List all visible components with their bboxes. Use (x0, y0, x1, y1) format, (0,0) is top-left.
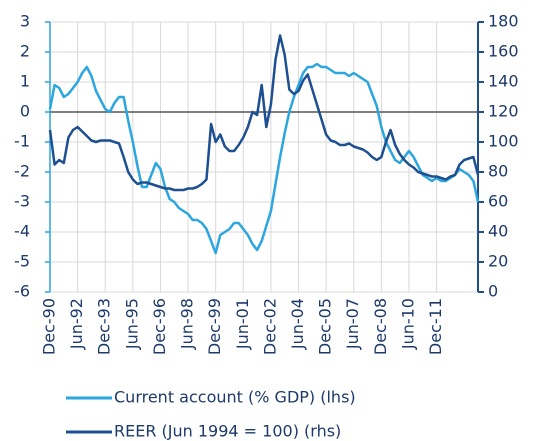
y-tick-label: 0 (20, 102, 30, 121)
y2-tick-label: 180 (488, 12, 519, 31)
y2-tick-label: 0 (488, 282, 498, 301)
y2-tick-label: 140 (488, 72, 519, 91)
x-tick-label: Jun-95 (122, 298, 141, 350)
x-tick-label: Dec-90 (40, 298, 59, 355)
y-tick-label: -5 (14, 252, 30, 271)
x-tick-label: Dec-96 (150, 298, 169, 355)
y-tick-label: 3 (20, 12, 30, 31)
x-tick-label: Jun-01 (233, 298, 252, 350)
x-tick-label: Dec-02 (260, 298, 279, 355)
y2-tick-label: 20 (488, 252, 508, 271)
y2-tick-label: 160 (488, 42, 519, 61)
y2-tick-label: 40 (488, 222, 508, 241)
y-tick-label: 1 (20, 72, 30, 91)
y2-tick-label: 60 (488, 192, 508, 211)
x-tick-label: Jun-92 (67, 298, 86, 350)
y-tick-label: -1 (14, 132, 30, 151)
y-tick-label: 2 (20, 42, 30, 61)
line-series (48, 34, 480, 192)
y2-tick-label: 120 (488, 102, 519, 121)
x-tick-label: Dec-05 (316, 298, 335, 355)
legend-label: REER (Jun 1994 = 100) (rhs) (114, 422, 341, 441)
x-tick-label: Dec-08 (371, 298, 390, 355)
y2-tick-label: 80 (488, 162, 508, 181)
x-tick-label: Jun-98 (178, 298, 197, 350)
x-tick-label: Dec-93 (95, 298, 114, 355)
x-tick-label: Jun-07 (343, 298, 362, 350)
y-tick-label: -3 (14, 192, 30, 211)
y-tick-label: -2 (14, 162, 30, 181)
legend-label: Current account (% GDP) (lhs) (114, 388, 356, 407)
y2-tick-label: 100 (488, 132, 519, 151)
line-series (48, 62, 480, 255)
x-tick-label: Jun-04 (288, 298, 307, 350)
x-tick-label: Dec-99 (205, 298, 224, 355)
x-tick-label: Dec-11 (426, 298, 445, 355)
y-tick-label: -4 (14, 222, 30, 241)
y-tick-label: -6 (14, 282, 30, 301)
x-tick-label: Jun-10 (398, 298, 417, 350)
